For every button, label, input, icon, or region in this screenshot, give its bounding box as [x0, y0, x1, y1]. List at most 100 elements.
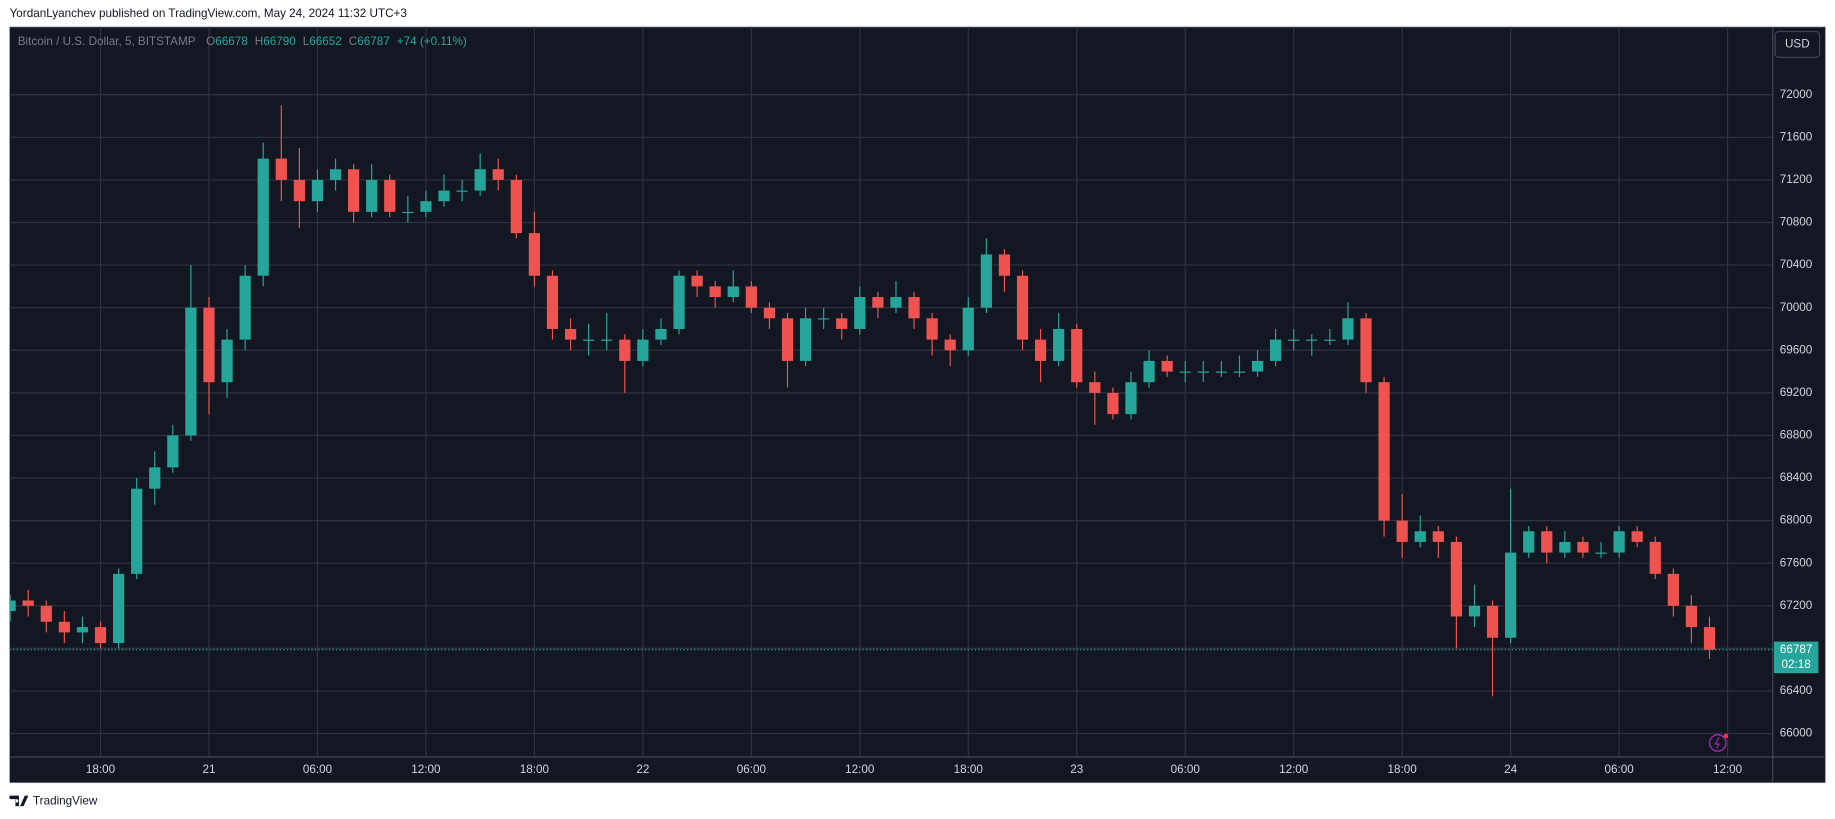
currency-label[interactable]: USD	[1785, 38, 1810, 51]
candle-body	[926, 318, 938, 340]
candle-body	[908, 297, 920, 319]
x-tick-label: 12:00	[1713, 763, 1743, 776]
candle-body	[564, 328, 577, 340]
candle-body	[185, 307, 197, 436]
chart-pane	[9, 26, 1826, 784]
candle-body	[637, 339, 649, 361]
candle-body	[1432, 531, 1444, 542]
candle-body	[1450, 541, 1463, 617]
alert-circle[interactable]	[1708, 734, 1727, 752]
brand-mark	[9, 795, 29, 807]
candle-body	[1107, 392, 1119, 415]
candle-body	[546, 275, 559, 329]
candle-body	[257, 158, 269, 276]
x-tick-label: 22	[636, 763, 649, 776]
y-tick-label: 66000	[1780, 727, 1813, 740]
alert-icon[interactable]	[1708, 733, 1729, 752]
y-tick-label: 69200	[1780, 386, 1813, 399]
candle-body	[1613, 531, 1625, 553]
candle-body	[1143, 360, 1155, 383]
candle-body	[998, 254, 1011, 276]
candle-body	[854, 297, 866, 329]
candle-body	[709, 286, 721, 298]
x-tick-label: 12:00	[411, 763, 441, 776]
alert-bolt[interactable]	[1714, 736, 1720, 750]
candle-body	[1034, 339, 1047, 361]
candle-body	[94, 627, 107, 644]
candle-body	[872, 297, 884, 308]
y-tick-label: 67200	[1780, 599, 1813, 612]
candle-body	[1577, 541, 1589, 553]
candle-body	[239, 275, 251, 340]
candle-body	[1251, 360, 1264, 372]
candle-body	[962, 307, 974, 351]
candle-body	[836, 318, 848, 329]
candle-body	[655, 328, 667, 340]
y-tick-label: 72000	[1780, 88, 1813, 101]
x-tick-label: 06:00	[1604, 763, 1634, 776]
y-tick-label: 67600	[1780, 556, 1813, 569]
candle-body	[402, 211, 414, 214]
candle-body	[691, 275, 703, 287]
candle-body	[1324, 339, 1336, 341]
y-tick-label: 70000	[1780, 301, 1813, 314]
countdown-label: 02:18	[1782, 658, 1811, 671]
y-tick-label: 68000	[1780, 514, 1813, 527]
candle-body	[528, 233, 541, 276]
candle-body	[1161, 360, 1173, 372]
ohlc-legend: O66678 H66790 L66652 C66787 +74 (+0.11%)	[206, 35, 467, 48]
symbol-title: Bitcoin / U.S. Dollar, 5, BITSTAMP	[18, 35, 196, 48]
candle-body	[583, 339, 595, 341]
candle-body	[1631, 531, 1643, 542]
ohlc-key: O	[206, 35, 215, 48]
candle-body	[311, 179, 324, 202]
candle-body	[329, 169, 342, 180]
brand-name: TradingView	[33, 795, 98, 808]
ohlc-value: 66790	[263, 35, 296, 48]
last-price-box	[1773, 641, 1819, 674]
candle-body	[1016, 275, 1029, 340]
candle-body	[1523, 531, 1535, 553]
y-tick-label: 66400	[1780, 684, 1813, 697]
candle-body	[1215, 371, 1227, 373]
candle-body	[1559, 541, 1571, 553]
candle-body	[492, 169, 504, 180]
publisher-note: YordanLyanchev published on TradingView.…	[10, 7, 407, 20]
candle-body	[149, 467, 161, 489]
candle-body	[1468, 605, 1481, 617]
x-tick-label: 21	[202, 763, 215, 776]
ohlc-key: H	[255, 35, 263, 48]
candles	[9, 105, 1716, 697]
candle-body	[22, 600, 34, 606]
candle-body	[1505, 552, 1517, 638]
x-tick-label: 06:00	[737, 763, 767, 776]
candle-body	[438, 190, 450, 202]
ohlc-value: 66787	[357, 35, 390, 48]
alert-dot[interactable]	[1723, 733, 1729, 739]
candle-body	[1486, 605, 1499, 638]
candle-body	[474, 169, 486, 191]
candle-body	[167, 435, 179, 468]
candle-body	[1667, 573, 1679, 606]
currency-button[interactable]	[1774, 31, 1821, 58]
candle-body	[131, 488, 143, 574]
candle-body	[1089, 382, 1101, 393]
ohlc-value: 66652	[309, 35, 342, 48]
candle-body	[40, 605, 52, 622]
x-tick-label: 18:00	[520, 763, 550, 776]
x-tick-label: 12:00	[845, 763, 875, 776]
y-tick-label: 71200	[1780, 173, 1813, 186]
x-tick-label: 12:00	[1279, 763, 1309, 776]
candle-body	[1541, 531, 1553, 553]
x-tick-label: 18:00	[954, 763, 984, 776]
ohlc-key: L	[303, 35, 310, 48]
x-tick-label: 06:00	[1171, 763, 1201, 776]
candle-body	[76, 627, 89, 633]
candle-body	[980, 254, 992, 308]
x-tick-label: 24	[1504, 763, 1518, 776]
y-tick-label: 68400	[1780, 471, 1813, 484]
candle-body	[1360, 318, 1372, 383]
candle-body	[1197, 371, 1209, 373]
